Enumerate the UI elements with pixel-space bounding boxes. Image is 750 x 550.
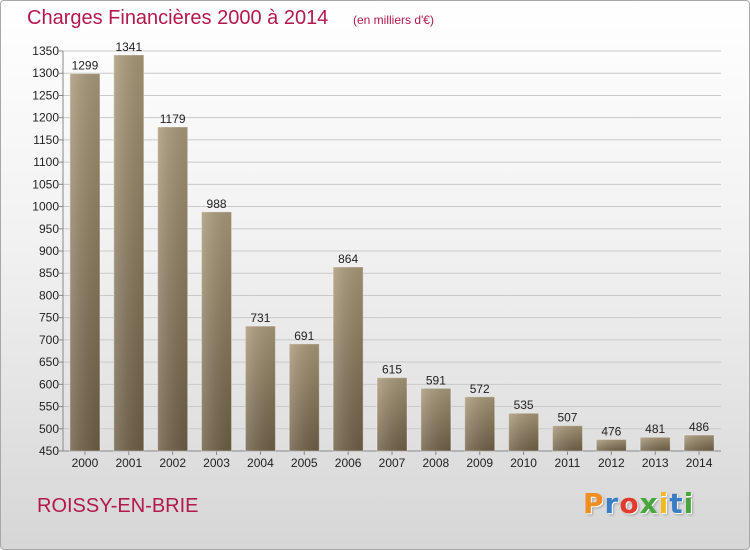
logo-letter: r bbox=[604, 487, 620, 520]
bar-highlight bbox=[595, 438, 627, 452]
bar-highlight bbox=[420, 387, 452, 452]
bar-highlight bbox=[113, 54, 145, 452]
y-tick-label: 1150 bbox=[33, 133, 59, 147]
data-label: 507 bbox=[557, 411, 577, 425]
bar-highlight bbox=[639, 436, 671, 452]
y-tick-label: 800 bbox=[39, 288, 59, 302]
data-label: 864 bbox=[338, 252, 358, 266]
data-label: 1299 bbox=[72, 59, 99, 73]
x-tick-label: 2002 bbox=[159, 456, 186, 470]
bar-highlight bbox=[157, 126, 189, 452]
data-label: 691 bbox=[294, 329, 314, 343]
x-tick-label: 2012 bbox=[598, 456, 625, 470]
logo-letter: i bbox=[658, 487, 670, 520]
y-tick-label: 450 bbox=[39, 444, 59, 458]
y-tick-label: 1200 bbox=[32, 111, 59, 125]
data-label: 476 bbox=[601, 424, 621, 438]
bar-highlight bbox=[376, 377, 408, 452]
bar-highlight bbox=[683, 434, 715, 452]
data-label: 591 bbox=[426, 373, 446, 387]
bar-highlight bbox=[244, 325, 276, 452]
y-tick-label: 1250 bbox=[32, 88, 59, 102]
data-label: 481 bbox=[645, 422, 665, 436]
data-label: 731 bbox=[250, 311, 270, 325]
x-tick-label: 2007 bbox=[379, 456, 406, 470]
x-tick-label: 2000 bbox=[72, 456, 99, 470]
logo-letter: P bbox=[583, 487, 605, 520]
bar-highlight bbox=[332, 266, 364, 452]
bar-highlight bbox=[288, 343, 320, 452]
x-tick-label: 2003 bbox=[203, 456, 230, 470]
logo-letter: x bbox=[639, 487, 659, 520]
y-tick-label: 900 bbox=[39, 244, 59, 258]
y-tick-label: 650 bbox=[39, 355, 59, 369]
data-label: 535 bbox=[514, 398, 534, 412]
bar-highlight bbox=[551, 425, 583, 452]
x-tick-label: 2014 bbox=[686, 456, 713, 470]
label-layer: 1299 1341 1179 988 731 691 864 615 591 572 535 507 4… bbox=[72, 40, 710, 438]
y-tick-label: 950 bbox=[39, 222, 59, 236]
y-tick-label: 1100 bbox=[33, 155, 59, 169]
bar-highlight bbox=[508, 412, 540, 452]
y-tick-label: 1000 bbox=[32, 200, 59, 214]
data-label: 1341 bbox=[115, 40, 142, 54]
chart-subtitle: (en milliers d'€) bbox=[353, 13, 434, 27]
y-tick-label: 600 bbox=[39, 377, 59, 391]
x-tick-label: 2010 bbox=[510, 456, 537, 470]
y-tick-label: 1350 bbox=[32, 44, 59, 58]
data-label: 486 bbox=[689, 420, 709, 434]
bar-highlight bbox=[464, 396, 496, 452]
x-tick-label: 2005 bbox=[291, 456, 318, 470]
data-label: 988 bbox=[207, 197, 227, 211]
data-label: 615 bbox=[382, 363, 402, 377]
y-tick-label: 850 bbox=[39, 266, 59, 280]
x-tick-label: 2011 bbox=[555, 456, 581, 470]
y-tick-label: 1300 bbox=[32, 66, 59, 80]
y-tick-label: 550 bbox=[39, 400, 59, 414]
bar-highlight bbox=[69, 73, 101, 452]
x-tick-label: 2006 bbox=[335, 456, 362, 470]
y-tick-label: 1050 bbox=[32, 177, 59, 191]
logo-letter: i bbox=[683, 487, 695, 520]
bar-highlight bbox=[201, 211, 233, 452]
x-tick-label: 2004 bbox=[247, 456, 274, 470]
x-tick-label: 2013 bbox=[642, 456, 669, 470]
logo-letter: o bbox=[619, 487, 640, 520]
y-tick-label: 500 bbox=[39, 422, 59, 436]
data-label: 1179 bbox=[160, 112, 186, 126]
x-tick-label: 2001 bbox=[115, 456, 142, 470]
y-tick-label: 750 bbox=[39, 311, 59, 325]
bar-layer bbox=[69, 54, 715, 452]
y-tick-label: 700 bbox=[39, 333, 59, 347]
city-name: ROISSY-EN-BRIE bbox=[37, 495, 199, 517]
proxiti-logo[interactable]: Proxiti bbox=[583, 487, 694, 520]
x-tick-label: 2009 bbox=[466, 456, 493, 470]
x-tick-label: 2008 bbox=[423, 456, 450, 470]
chart-title: Charges Financières 2000 à 2014 bbox=[27, 7, 329, 29]
logo-letter: t bbox=[669, 487, 684, 520]
data-label: 572 bbox=[470, 382, 490, 396]
